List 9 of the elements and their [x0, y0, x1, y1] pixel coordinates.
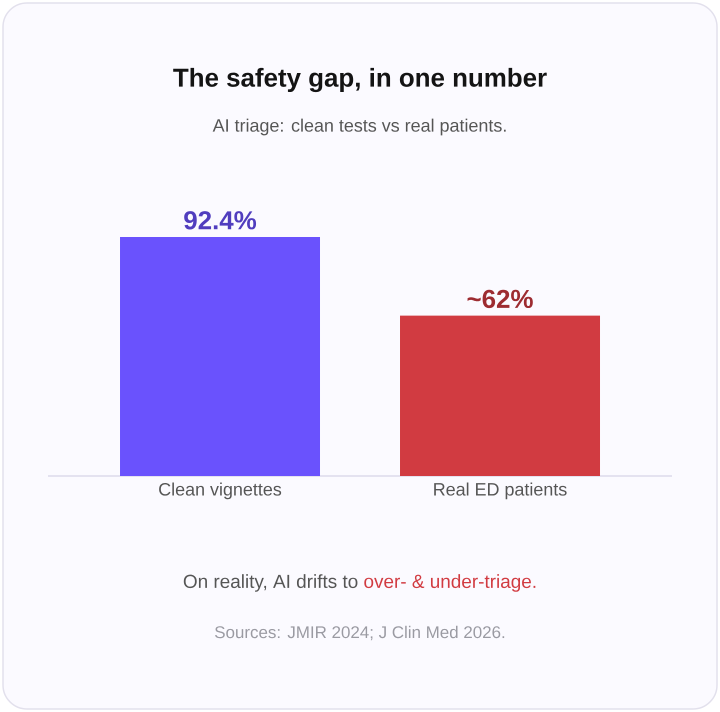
chart-subtitle: AI triage: clean tests vs real patients. — [212, 118, 506, 136]
text: over- & under-triage. — [364, 574, 536, 592]
chart-title: The safety gap, in one number — [173, 68, 547, 92]
data-label: ~62% — [468, 290, 533, 308]
text: On reality, AI drifts to — [184, 574, 358, 592]
x-tick-label: Clean vignettes — [159, 482, 282, 500]
data-label: 92.4% — [184, 211, 256, 230]
source-note: Sources: JMIR 2024; J Clin Med 2026. — [215, 626, 504, 640]
x-tick-label: Real ED patients — [434, 482, 567, 500]
